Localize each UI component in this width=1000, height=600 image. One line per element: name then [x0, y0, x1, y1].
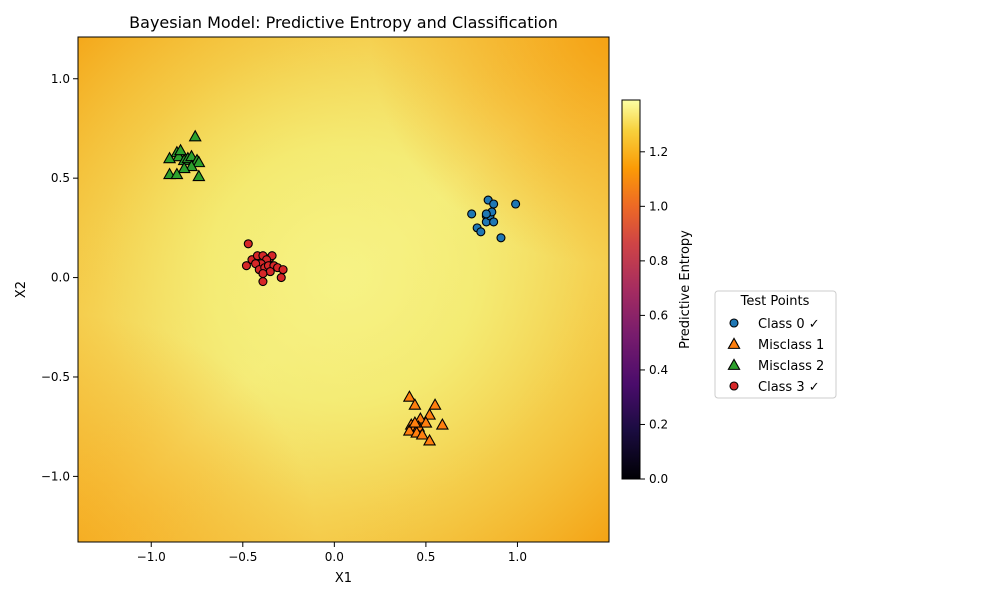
data-point: [163, 151, 177, 164]
legend-marker: [727, 337, 741, 349]
legend-title: Test Points: [740, 294, 810, 309]
colorbar-tick-label: 0.2: [649, 417, 668, 431]
legend-entry: Class 3 ✓: [729, 380, 820, 395]
colorbar-tick-label: 0.4: [649, 363, 668, 377]
data-point: [408, 398, 422, 410]
y-axis: −1.0 −0.5 0.0 0.5 1.0: [41, 72, 78, 483]
x-axis: −1.0 −0.5 0.0 0.5 1.0: [137, 542, 527, 564]
y-tick-label: 0.0: [51, 271, 70, 285]
plot-frame: [77, 36, 610, 543]
data-point: [402, 390, 416, 402]
data-point: [415, 427, 429, 440]
data-point: [192, 169, 206, 182]
y-tick-label: 1.0: [51, 72, 70, 86]
colorbar-tick-label: 0.8: [649, 254, 668, 268]
legend-frame: [714, 290, 837, 399]
y-tick-label: 0.5: [51, 171, 70, 185]
y-tick-label: −1.0: [41, 469, 70, 483]
data-point: [172, 149, 186, 162]
legend-marker: [729, 318, 739, 328]
legend-label: Class 0 ✓: [758, 317, 820, 332]
points-layer: [163, 129, 521, 446]
data-point: [170, 167, 184, 180]
series-2: [163, 129, 206, 182]
data-point: [489, 217, 499, 227]
data-point: [423, 433, 437, 446]
data-point: [481, 209, 491, 219]
data-point: [408, 415, 422, 428]
data-point: [511, 199, 521, 209]
series-0: [467, 195, 521, 243]
y-axis-label: X2: [14, 281, 29, 298]
series-3: [241, 239, 288, 287]
x-tick-label: −1.0: [137, 550, 166, 564]
data-point: [192, 155, 206, 168]
data-point: [496, 233, 506, 243]
data-point: [489, 199, 499, 209]
data-point: [402, 423, 416, 436]
x-tick-label: 1.0: [508, 550, 527, 564]
data-point: [177, 161, 191, 174]
data-point: [188, 129, 202, 142]
data-point: [276, 273, 286, 283]
data-point: [265, 267, 275, 277]
legend-entry: Class 0 ✓: [729, 317, 820, 332]
chart-title: Bayesian Model: Predictive Entropy and C…: [129, 13, 558, 32]
legend-marker: [727, 358, 741, 370]
data-point: [173, 143, 188, 156]
data-point: [413, 412, 427, 424]
legend-label: Class 3 ✓: [758, 380, 820, 395]
x-tick-label: −0.5: [228, 550, 257, 564]
x-axis-label: X1: [335, 571, 352, 586]
y-tick-label: −0.5: [41, 370, 70, 384]
x-tick-label: 0.5: [416, 550, 435, 564]
legend-marker: [729, 381, 739, 391]
series-1: [402, 390, 449, 446]
data-point: [419, 415, 433, 428]
colorbar-tick-label: 1.0: [649, 199, 668, 213]
plot-area: [78, 37, 609, 542]
data-point: [467, 209, 477, 219]
legend-entries: Class 0 ✓ Misclass 1 Misclass 2 Class 3 ✓: [727, 317, 824, 395]
legend: Test Points Class 0 ✓ Misclass 1 Misclass …: [714, 290, 837, 399]
entropy-heatmap-corner-bottom-left: [78, 37, 609, 542]
colorbar: 0.0 0.2 0.4 0.6 0.8 1.0 1.2 Predictive Entropy: [621, 99, 693, 486]
legend-entry: Misclass 2: [727, 358, 824, 374]
data-point: [435, 417, 449, 430]
legend-label: Misclass 2: [758, 359, 824, 374]
colorbar-tick-label: 1.2: [649, 145, 668, 159]
data-point: [423, 408, 437, 420]
data-point: [243, 239, 253, 249]
data-point: [428, 398, 442, 410]
data-point: [278, 265, 288, 275]
colorbar-gradient: [621, 99, 641, 480]
colorbar-label: Predictive Entropy: [678, 230, 693, 349]
data-point: [184, 159, 199, 172]
legend-entry: Misclass 1: [727, 337, 824, 353]
data-point: [258, 276, 268, 287]
data-point: [241, 261, 252, 271]
legend-label: Misclass 1: [758, 338, 824, 353]
colorbar-tick-label: 0.6: [649, 308, 668, 322]
x-tick-label: 0.0: [325, 550, 344, 564]
data-point: [476, 227, 486, 237]
colorbar-tick-label: 0.0: [649, 472, 668, 486]
colorbar-ticks: 0.0 0.2 0.4 0.6 0.8 1.0 1.2: [640, 145, 668, 486]
data-point: [258, 269, 268, 279]
